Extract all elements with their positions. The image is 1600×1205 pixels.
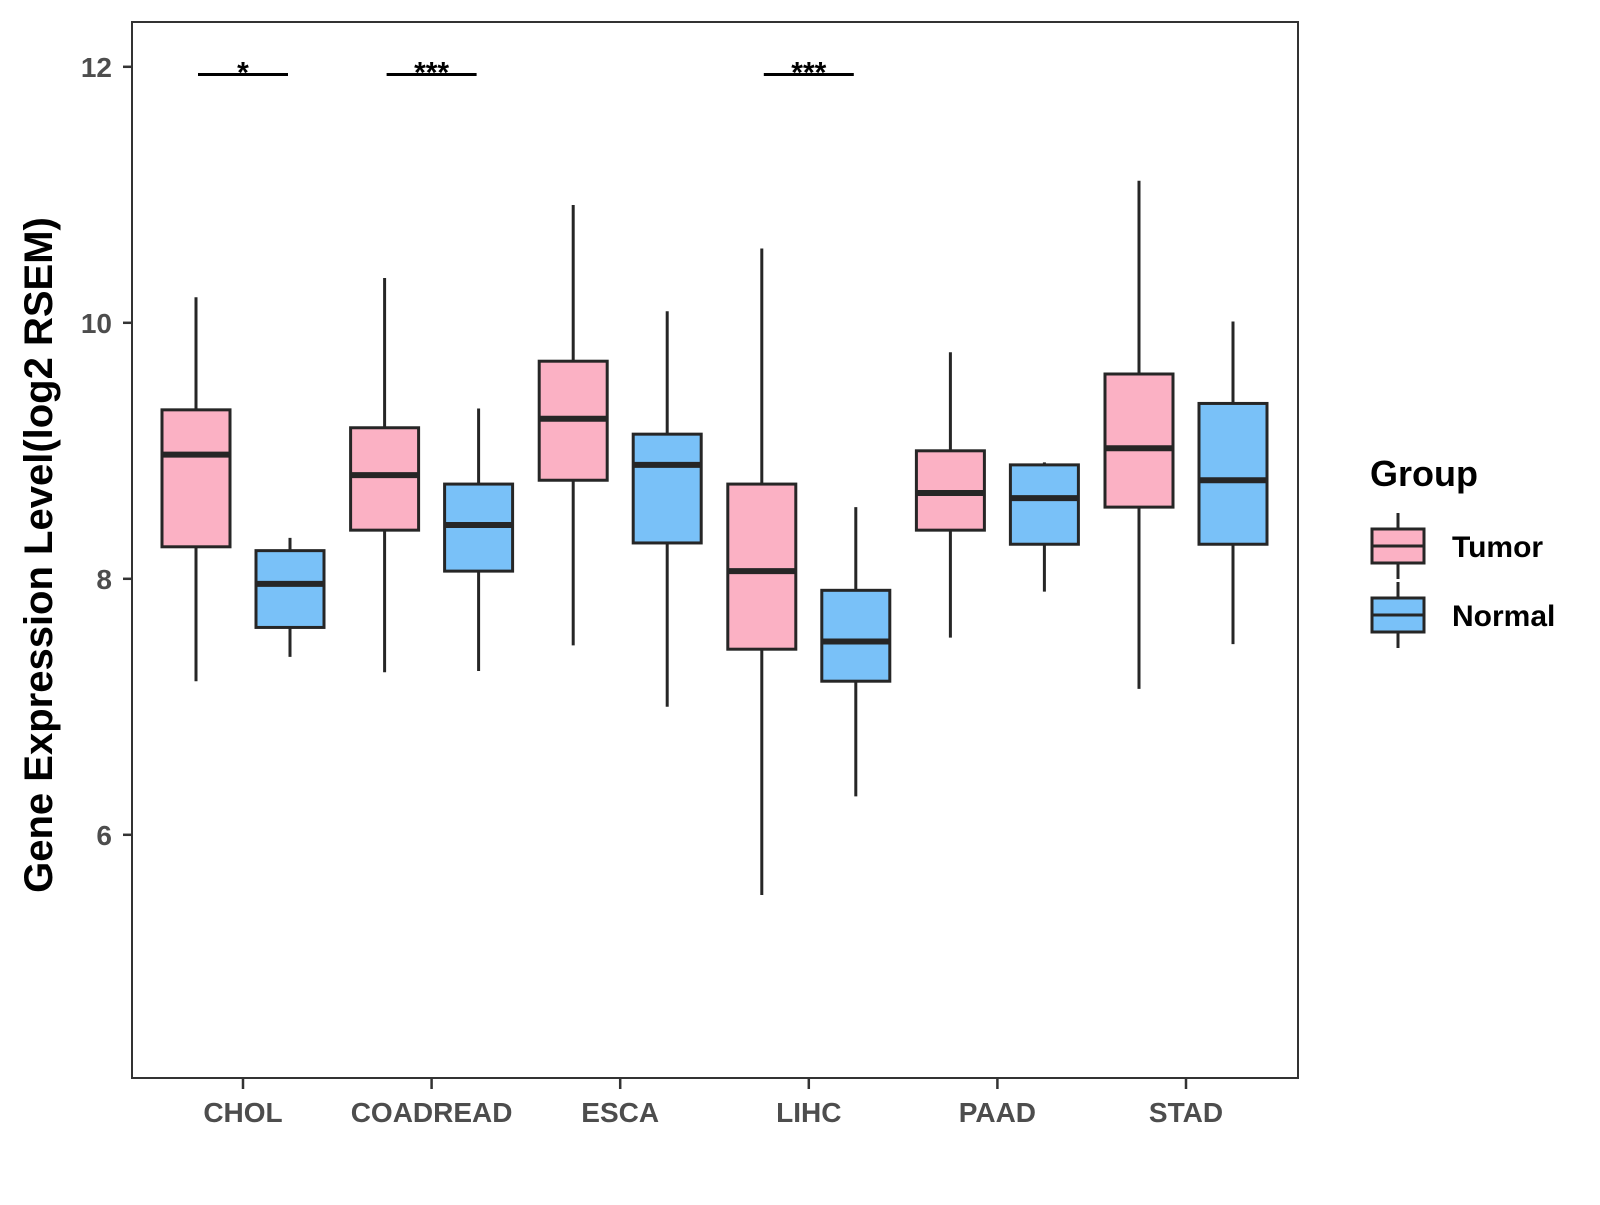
iqr-box-normal-chol [254,549,326,629]
x-tick-label-chol: CHOL [203,1097,282,1128]
box-tumor-stad [1103,180,1175,689]
box-normal-esca [631,311,703,707]
iqr-box-tumor-lihc [726,482,798,651]
legend-label-tumor: Tumor [1452,531,1543,564]
box-normal-coadread [443,408,515,671]
box-tumor-esca [537,205,609,646]
significance-label-lihc: *** [791,56,826,89]
iqr-box-tumor-chol [160,408,232,549]
y-tick-label-10: 10 [81,308,112,339]
legend-title: Group [1370,453,1478,494]
panel-border [131,21,1299,1079]
iqr-box-normal-stad [1197,401,1269,546]
legend-key-tumor [1370,513,1426,579]
x-tick-label-stad: STAD [1149,1097,1223,1128]
y-axis-title: Gene Expression Level(log2 RSEM) [17,217,61,893]
box-normal-lihc [820,507,892,797]
iqr-box-normal-paad [1008,463,1080,546]
box-tumor-lihc [726,248,798,895]
box-normal-paad [1008,462,1080,592]
box-tumor-paad [914,352,986,638]
y-tick-label-12: 12 [81,52,112,83]
axes: 6 8 10 12 CHOL COADREAD ESCA LIHC PAAD STAD [81,21,1299,1128]
x-tick-label-paad: PAAD [959,1097,1036,1128]
x-tick-label-lihc: LIHC [776,1097,841,1128]
significance-label-coadread: *** [414,56,449,89]
plot-area: * *** *** [160,56,1269,895]
box-normal-chol [254,537,326,657]
box-tumor-chol [160,297,232,682]
significance-label-chol: * [237,56,249,89]
iqr-box-tumor-stad [1103,372,1175,509]
y-tick-label-6: 6 [96,820,112,851]
box-normal-stad [1197,321,1269,645]
legend-label-normal: Normal [1452,600,1555,633]
y-tick-label-8: 8 [96,564,112,595]
x-tick-label-coadread: COADREAD [351,1097,513,1128]
legend-key-normal [1370,582,1426,648]
iqr-box-normal-esca [631,432,703,545]
box-tumor-coadread [349,278,421,673]
x-tick-label-esca: ESCA [581,1097,659,1128]
iqr-box-tumor-coadread [349,426,421,532]
legend: Group Tumor Normal [1370,453,1555,648]
iqr-box-normal-lihc [820,588,892,683]
